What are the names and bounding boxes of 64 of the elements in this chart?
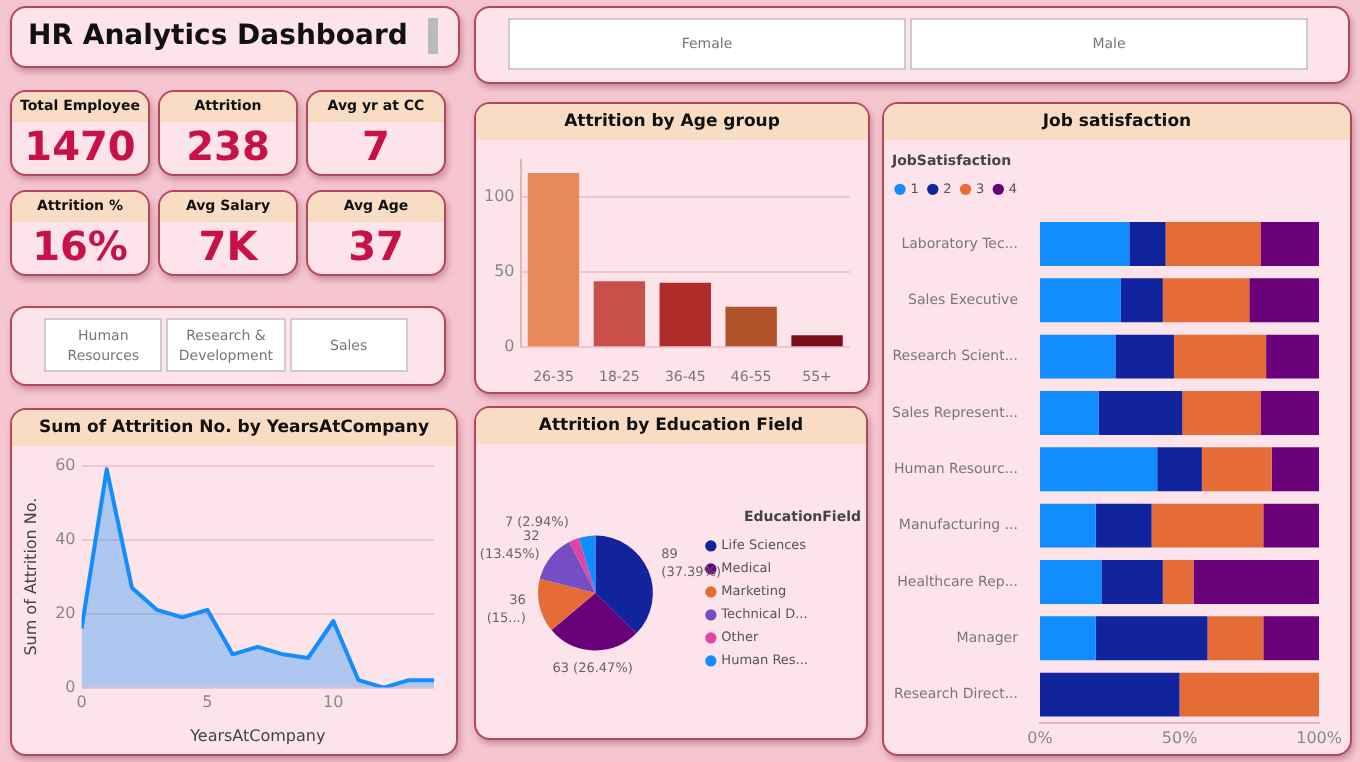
bar: [1165, 222, 1261, 266]
x-axis-title: YearsAtCompany: [188, 726, 326, 745]
bar: [1263, 503, 1320, 548]
chart-title: Attrition by Education Field: [476, 408, 866, 444]
bar: [527, 173, 580, 347]
bar: [1095, 616, 1208, 661]
y-tick-label: 0: [65, 677, 76, 696]
bar: [1039, 391, 1099, 435]
x-tick-label: 50%: [1161, 728, 1199, 747]
bar: [1095, 503, 1152, 548]
bar: [1157, 447, 1202, 492]
bar: [1162, 560, 1194, 604]
bar: [1201, 447, 1272, 492]
bar: [1039, 278, 1121, 323]
bar: [1271, 447, 1320, 492]
bar: [1266, 334, 1320, 379]
y-tick-label: 0: [504, 337, 515, 356]
bar: [1101, 560, 1163, 604]
chart-title: Attrition by Age group: [476, 104, 868, 140]
text: 1470: [22, 122, 138, 172]
y-tick-label: 20: [55, 603, 76, 622]
text: 16%: [30, 222, 130, 272]
bar: [1039, 222, 1130, 266]
text: 238: [184, 122, 272, 172]
text: 37: [346, 222, 406, 272]
bar: [1179, 672, 1320, 717]
bar: [1039, 334, 1116, 379]
bar: [725, 306, 777, 347]
bar: [1182, 391, 1261, 435]
bar: [1151, 503, 1264, 548]
bar: [1039, 447, 1158, 492]
bar: [659, 282, 711, 347]
bar: [1249, 278, 1320, 323]
bar: [1120, 278, 1163, 323]
chart-title: Sum of Attrition No. by YearsAtCompany: [12, 410, 456, 446]
text: HR Analytics Dashboard: [28, 20, 408, 52]
bar: [1162, 278, 1250, 323]
bar: [1129, 222, 1166, 266]
bar: [1115, 334, 1174, 379]
text: 7K: [196, 222, 261, 272]
y-tick-label: 100: [483, 187, 515, 206]
y-axis-title: Sum of Attrition No.: [21, 497, 40, 656]
bar: [1193, 560, 1320, 604]
x-tick-label: 0%: [1027, 728, 1054, 747]
x-tick-label: 100%: [1296, 728, 1343, 747]
bar: [1039, 560, 1102, 604]
text: 7: [360, 122, 392, 172]
bar: [791, 335, 843, 347]
bar: [1098, 391, 1183, 435]
bar: [1039, 503, 1096, 548]
bar: [1207, 616, 1264, 661]
y-tick-label: 40: [55, 529, 76, 548]
bar: [1039, 672, 1180, 717]
bar: [1263, 616, 1320, 661]
chart-title: Job satisfaction: [884, 104, 1350, 140]
bar: [1260, 391, 1320, 435]
x-tick-label: 10: [323, 693, 344, 712]
bar: [1260, 222, 1320, 266]
y-tick-label: 50: [494, 262, 515, 281]
y-tick-label: 60: [55, 455, 76, 474]
bar: [593, 281, 646, 347]
bar: [1039, 616, 1096, 661]
x-tick-label: 5: [202, 693, 213, 712]
bar: [1173, 334, 1267, 379]
